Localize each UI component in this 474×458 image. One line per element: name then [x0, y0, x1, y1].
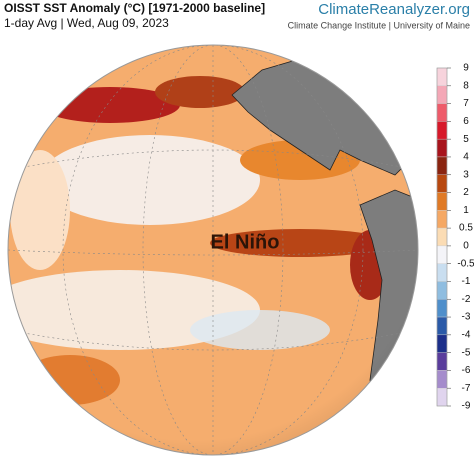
subtitle: 1-day Avg | Wed, Aug 09, 2023 [4, 16, 169, 30]
colorbar-segment [436, 352, 448, 371]
colorbar-segment [436, 245, 448, 264]
colorbar-tick-label: 8 [463, 80, 469, 91]
colorbar-segment [436, 174, 448, 193]
colorbar-tick-label: -9 [462, 401, 471, 412]
colorbar-tick-label: -1 [462, 276, 471, 287]
colorbar-segment [436, 156, 448, 175]
colorbar-tick-label: -4 [462, 329, 471, 340]
colorbar-tick-label: -3 [462, 312, 471, 323]
colorbar-tick-label: -7 [462, 383, 471, 394]
colorbar-segment [436, 334, 448, 353]
colorbar-tick-label: -0.5 [457, 258, 474, 269]
colorbar-segment [436, 316, 448, 336]
colorbar: 9 8 7 6 5 4 3 2 1 0.5 0 -0.5 -1 -2 -3 -4 -5 -6 -7 -9 [436, 63, 474, 412]
title: OISST SST Anomaly (°C) [1971-2000 baseli… [4, 1, 265, 15]
colorbar-segment [436, 281, 448, 300]
colorbar-frame [436, 67, 448, 407]
colorbar-segment [436, 299, 448, 318]
colorbar-segment [436, 67, 448, 86]
colorbar-tick-label: -5 [462, 347, 471, 358]
colorbar-segment [436, 138, 448, 158]
globe-outline [7, 44, 419, 456]
colorbar-tick-label: 9 [463, 63, 469, 74]
colorbar-tick-label: 4 [463, 152, 469, 163]
colorbar-segment [436, 227, 448, 247]
colorbar-segment [436, 388, 448, 407]
colorbar-tick-label: 0.5 [459, 223, 473, 234]
colorbar-tick-label: 0 [463, 241, 469, 252]
brand: ClimateReanalyzer.org [318, 1, 470, 18]
colorbar-segment [436, 210, 448, 229]
colorbar-tick-label: 2 [463, 187, 469, 198]
colorbar-segment [436, 103, 448, 122]
colorbar-tick-label: -6 [462, 365, 471, 376]
colorbar-tick-label: -2 [462, 294, 471, 305]
colorbar-tick-label: 7 [463, 98, 469, 109]
colorbar-tick-label: 3 [463, 169, 469, 180]
colorbar-segment [436, 263, 448, 282]
colorbar-segment [436, 192, 448, 211]
colorbar-segment [436, 121, 448, 140]
colorbar-segment [436, 85, 448, 104]
colorbar-tick-label: 6 [463, 116, 469, 127]
colorbar-tick-label: 5 [463, 134, 469, 145]
colorbar-tick-label: 1 [463, 205, 469, 216]
colorbar-segment [436, 370, 448, 389]
brand-subtitle: Climate Change Institute | University of… [288, 20, 470, 30]
annotation: El Niño [211, 231, 280, 253]
globe-shade [8, 45, 418, 455]
